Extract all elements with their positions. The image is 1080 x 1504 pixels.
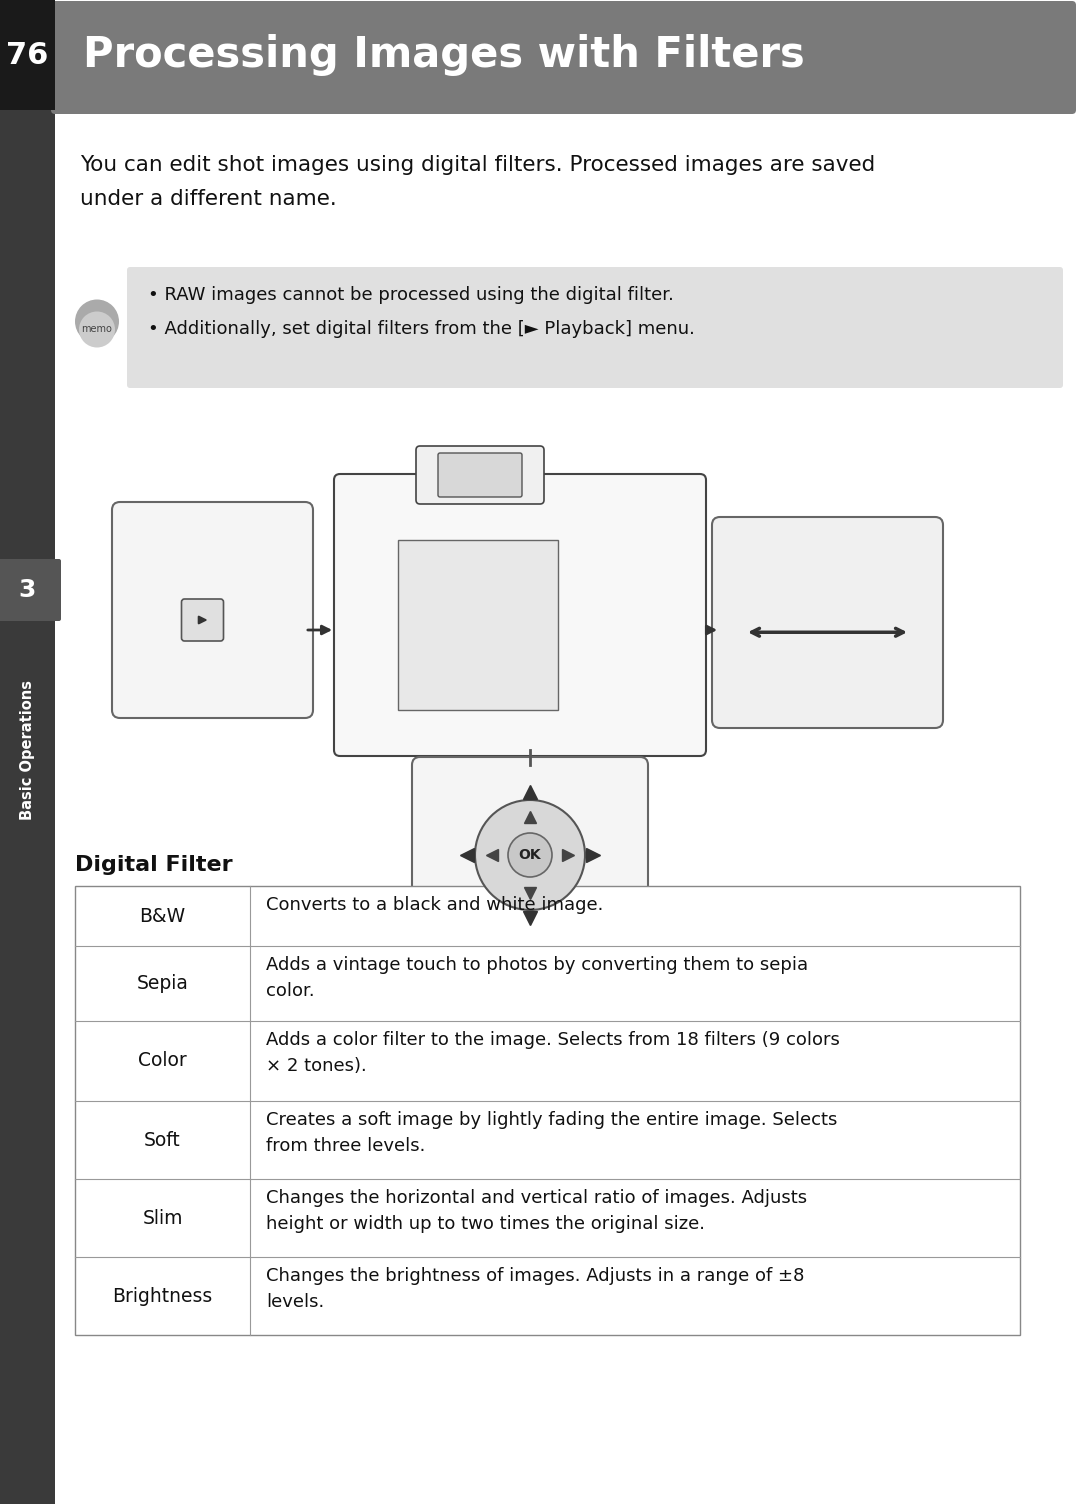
Text: Changes the horizontal and vertical ratio of images. Adjusts
height or width up : Changes the horizontal and vertical rati… <box>266 1190 807 1233</box>
FancyBboxPatch shape <box>112 502 313 717</box>
FancyBboxPatch shape <box>334 474 706 757</box>
Text: Sepia: Sepia <box>136 975 188 993</box>
Text: Converts to a black and white image.: Converts to a black and white image. <box>266 896 604 914</box>
Bar <box>75 946 1020 1021</box>
Text: Basic Operations: Basic Operations <box>21 680 35 820</box>
Text: under a different name.: under a different name. <box>80 190 337 209</box>
FancyBboxPatch shape <box>411 757 648 973</box>
Bar <box>75 1101 1020 1179</box>
Circle shape <box>475 800 585 910</box>
Bar <box>0 0 55 1504</box>
FancyBboxPatch shape <box>181 599 224 641</box>
FancyBboxPatch shape <box>0 559 60 621</box>
Text: Changes the brightness of images. Adjusts in a range of ±8
levels.: Changes the brightness of images. Adjust… <box>266 1266 805 1310</box>
Text: Processing Images with Filters: Processing Images with Filters <box>83 35 805 77</box>
Bar <box>75 886 1020 946</box>
Text: Slim: Slim <box>143 1209 183 1227</box>
Bar <box>0 0 55 110</box>
Text: Color: Color <box>138 1051 187 1071</box>
FancyBboxPatch shape <box>127 268 1063 388</box>
Circle shape <box>79 311 114 347</box>
FancyBboxPatch shape <box>438 453 522 496</box>
Text: B&W: B&W <box>139 907 186 925</box>
Text: memo: memo <box>82 325 112 334</box>
Circle shape <box>75 299 119 343</box>
Bar <box>75 1257 1020 1336</box>
Bar <box>75 886 1020 1336</box>
Bar <box>75 1179 1020 1257</box>
Text: OK: OK <box>518 848 541 862</box>
Text: 3: 3 <box>18 578 37 602</box>
FancyBboxPatch shape <box>51 2 1076 114</box>
FancyBboxPatch shape <box>712 517 943 728</box>
Text: Creates a soft image by lightly fading the entire image. Selects
from three leve: Creates a soft image by lightly fading t… <box>266 1111 837 1155</box>
Text: • RAW images cannot be processed using the digital filter.: • RAW images cannot be processed using t… <box>148 286 674 304</box>
Text: Soft: Soft <box>144 1131 180 1149</box>
Text: Adds a vintage touch to photos by converting them to sepia
color.: Adds a vintage touch to photos by conver… <box>266 957 808 1000</box>
FancyBboxPatch shape <box>416 447 544 504</box>
Text: Digital Filter: Digital Filter <box>75 854 232 875</box>
Bar <box>75 1021 1020 1101</box>
Circle shape <box>508 833 552 877</box>
Text: You can edit shot images using digital filters. Processed images are saved: You can edit shot images using digital f… <box>80 155 875 174</box>
Text: Adds a color filter to the image. Selects from 18 filters (9 colors
× 2 tones).: Adds a color filter to the image. Select… <box>266 1032 840 1075</box>
Text: • Additionally, set digital filters from the [► Playback] menu.: • Additionally, set digital filters from… <box>148 320 694 338</box>
Text: Brightness: Brightness <box>112 1286 213 1305</box>
Bar <box>399 540 558 710</box>
Text: 76: 76 <box>6 41 49 69</box>
